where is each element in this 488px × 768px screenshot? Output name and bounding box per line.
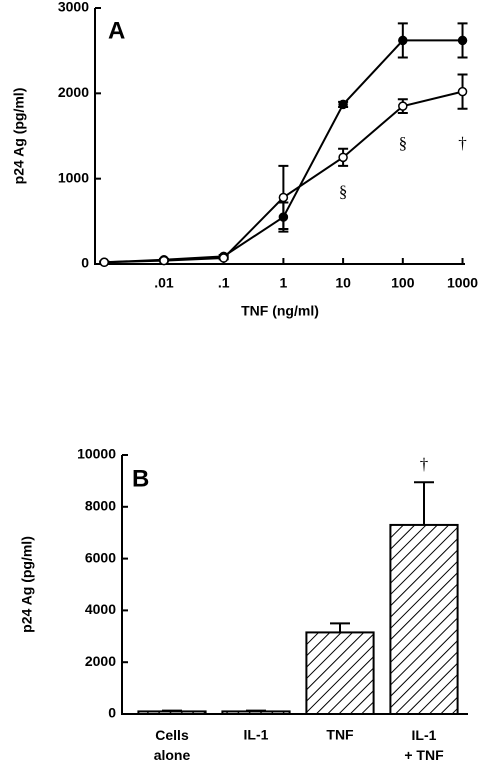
x-tick-label: IL-1 + TNF <box>404 727 444 763</box>
panel-label: B <box>132 465 149 492</box>
x-tick-label: TNF <box>326 727 354 743</box>
panel-label: A <box>108 17 125 44</box>
x-tick-label: IL-1 <box>244 727 269 743</box>
x-tick-label: Cells alone <box>154 727 191 763</box>
y-tick-label: 6000 <box>85 549 116 565</box>
y-tick-label: 10000 <box>77 446 116 462</box>
data-point <box>159 255 169 266</box>
annotation: † <box>458 133 467 152</box>
bar <box>221 710 291 715</box>
error-bar <box>330 622 350 633</box>
y-tick-label: 4000 <box>85 601 116 617</box>
error-bar <box>414 481 434 525</box>
data-point <box>398 101 408 111</box>
data-point <box>338 99 348 110</box>
x-tick-label: 1000 <box>447 275 478 291</box>
y-axis-label: p24 Ag (pg/ml) <box>19 536 35 633</box>
data-point <box>457 86 468 97</box>
y-tick-label: 0 <box>81 255 89 271</box>
data-point <box>218 253 229 263</box>
data-point <box>338 152 348 163</box>
y-tick-label: 3000 <box>58 0 89 15</box>
y-tick-label: 8000 <box>85 498 116 514</box>
y-tick-label: 2000 <box>85 653 116 669</box>
annotation: § <box>399 133 408 152</box>
x-tick-label: 10 <box>335 275 351 291</box>
x-axis-label: TNF (ng/ml) <box>241 303 319 319</box>
x-tick-label: .1 <box>218 275 230 291</box>
axes <box>94 8 465 265</box>
data-point <box>99 257 109 268</box>
bar <box>389 523 459 715</box>
y-tick-label: 2000 <box>58 84 89 100</box>
data-point <box>398 35 408 46</box>
x-tick-label: 100 <box>391 275 415 291</box>
bar <box>305 631 375 715</box>
annotation: † <box>420 454 429 473</box>
y-tick-label: 1000 <box>58 169 89 185</box>
data-point <box>278 192 289 203</box>
y-axis-label: p24 Ag (pg/ml) <box>11 88 27 185</box>
bar <box>137 710 207 715</box>
data-point <box>457 35 468 46</box>
y-tick-label: 0 <box>108 705 116 721</box>
annotation: § <box>339 182 348 201</box>
x-tick-label: 1 <box>279 275 287 291</box>
x-tick-label: .01 <box>154 275 174 291</box>
